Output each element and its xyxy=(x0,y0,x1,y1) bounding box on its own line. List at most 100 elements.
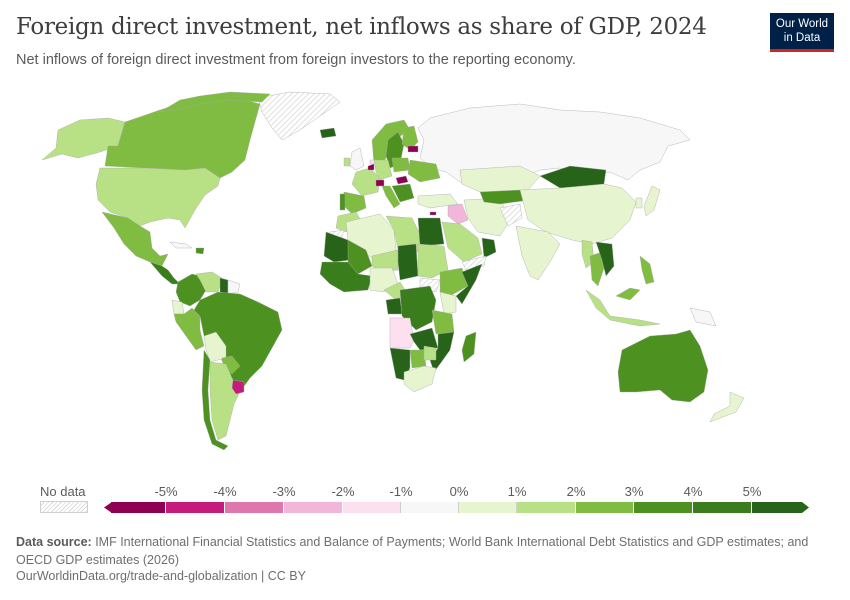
country-peru[interactable] xyxy=(173,307,205,351)
legend-tick: -3% xyxy=(272,484,296,499)
country-iceland[interactable] xyxy=(319,127,337,139)
country-cyprus[interactable] xyxy=(429,211,437,216)
source-text: IMF International Financial Statistics a… xyxy=(16,535,809,567)
owid-logo[interactable]: Our World in Data xyxy=(770,13,834,52)
source-label: Data source: xyxy=(16,535,92,549)
country-kazakhstan[interactable] xyxy=(459,165,541,193)
country-germany[interactable] xyxy=(373,159,393,181)
country-west-africa-coast[interactable] xyxy=(319,261,373,293)
legend-tick: -4% xyxy=(213,484,237,499)
country-cuba[interactable] xyxy=(169,241,193,249)
country-belgium[interactable] xyxy=(367,163,375,171)
country-turkey[interactable] xyxy=(417,193,459,209)
country-gabon-congo[interactable] xyxy=(385,297,403,315)
legend-tick: 3% xyxy=(624,484,644,499)
country-argentina[interactable] xyxy=(209,361,241,441)
region-central-america[interactable] xyxy=(149,261,181,285)
country-saudi-arabia[interactable] xyxy=(441,221,483,263)
source-url-link[interactable]: OurWorldinData.org/trade-and-globalizati… xyxy=(16,569,306,583)
logo-line-1: Our World xyxy=(775,18,829,30)
country-korea[interactable] xyxy=(635,197,643,209)
country-angola[interactable] xyxy=(389,317,415,349)
legend-bin[interactable] xyxy=(401,502,459,513)
country-australia[interactable] xyxy=(617,329,709,403)
country-greenland[interactable] xyxy=(257,91,341,141)
country-indonesia[interactable] xyxy=(585,289,661,327)
country-oman[interactable] xyxy=(481,237,497,259)
no-data-swatch xyxy=(40,501,88,513)
legend-arrow-left-icon xyxy=(104,502,112,513)
country-zimbabwe[interactable] xyxy=(423,345,437,361)
country-uk[interactable] xyxy=(349,147,365,171)
country-egypt[interactable] xyxy=(417,217,445,247)
country-ecuador[interactable] xyxy=(171,299,185,315)
country-malaysia[interactable] xyxy=(615,287,641,301)
country-uruguay[interactable] xyxy=(231,379,245,395)
country-botswana[interactable] xyxy=(409,349,427,369)
country-mali[interactable] xyxy=(347,239,373,275)
country-italy[interactable] xyxy=(381,185,401,209)
country-ethiopia[interactable] xyxy=(439,267,469,297)
data-source: Data source: IMF International Financial… xyxy=(16,533,836,569)
country-portugal[interactable] xyxy=(339,193,346,211)
country-mexico[interactable] xyxy=(101,211,169,267)
country-chile[interactable] xyxy=(201,349,229,451)
country-vietnam[interactable] xyxy=(595,241,615,277)
canada-arctic-islands xyxy=(159,91,271,113)
legend-bin[interactable] xyxy=(693,502,752,513)
country-tanzania[interactable] xyxy=(431,309,455,335)
legend-bin[interactable] xyxy=(166,502,225,513)
legend-bin[interactable] xyxy=(634,502,693,513)
legend-tick: 4% xyxy=(683,484,703,499)
country-estonia[interactable] xyxy=(407,145,419,153)
legend-bin[interactable] xyxy=(284,502,343,513)
map-legend: No data -5% -4% -3% -2% -1% 0% 1% 2% 3% … xyxy=(0,480,850,520)
legend-bin[interactable] xyxy=(459,502,517,513)
legend-tick: -1% xyxy=(389,484,413,499)
country-china[interactable] xyxy=(519,183,637,245)
country-suriname-fg[interactable] xyxy=(227,279,241,295)
country-afghanistan[interactable] xyxy=(499,203,523,227)
legend-tick: -2% xyxy=(331,484,355,499)
country-uzbekistan-region[interactable] xyxy=(479,189,531,205)
country-poland[interactable] xyxy=(391,157,411,173)
country-mozambique[interactable] xyxy=(429,331,455,373)
logo-line-2: in Data xyxy=(783,32,821,44)
country-iraq[interactable] xyxy=(447,203,469,225)
country-somalia[interactable] xyxy=(455,263,483,305)
legend-bin[interactable] xyxy=(111,502,166,513)
country-dominican-republic[interactable] xyxy=(195,247,205,255)
no-data-label: No data xyxy=(40,484,86,499)
country-kenya[interactable] xyxy=(439,291,457,315)
country-japan[interactable] xyxy=(643,185,661,217)
world-map xyxy=(41,91,745,451)
country-south-africa[interactable] xyxy=(403,365,437,393)
country-mauritania[interactable] xyxy=(323,231,351,263)
country-switzerland[interactable] xyxy=(375,179,385,187)
country-hungary[interactable] xyxy=(395,175,409,185)
legend-bin[interactable] xyxy=(343,502,401,513)
legend-bin[interactable] xyxy=(225,502,284,513)
chart-subtitle: Net inflows of foreign direct investment… xyxy=(16,52,576,68)
legend-bin[interactable] xyxy=(752,502,802,513)
country-brazil[interactable] xyxy=(193,291,283,393)
region-alaska[interactable] xyxy=(41,117,126,161)
country-ireland[interactable] xyxy=(343,157,351,167)
legend-tick: 2% xyxy=(566,484,586,499)
country-united-states[interactable] xyxy=(95,167,221,229)
legend-bin[interactable] xyxy=(517,502,576,513)
chart-title: Foreign direct investment, net inflows a… xyxy=(16,14,707,40)
legend-tick: 0% xyxy=(449,484,469,499)
country-philippines[interactable] xyxy=(639,255,655,285)
country-india[interactable] xyxy=(515,225,561,281)
legend-bin[interactable] xyxy=(576,502,634,513)
country-guyana[interactable] xyxy=(219,277,229,295)
country-new-zealand[interactable] xyxy=(709,391,745,423)
country-papua-new-guinea[interactable] xyxy=(689,307,717,327)
country-madagascar[interactable] xyxy=(461,331,477,363)
legend-tick: -5% xyxy=(154,484,178,499)
country-ukraine-region[interactable] xyxy=(407,159,441,183)
country-balkans[interactable] xyxy=(391,183,415,203)
country-chad[interactable] xyxy=(397,243,419,281)
legend-tick: 1% xyxy=(507,484,527,499)
